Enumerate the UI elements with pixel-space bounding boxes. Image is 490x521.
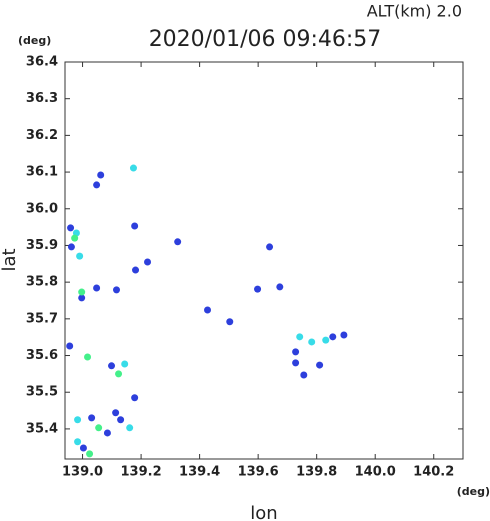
y-tick-label: 36.3 xyxy=(26,91,58,106)
y-tick-label: 36.2 xyxy=(26,128,58,143)
echo-cell xyxy=(144,258,152,266)
echo-cell xyxy=(340,331,348,339)
echo-cell xyxy=(276,283,284,291)
echo-cell xyxy=(93,181,101,189)
y-tick-label: 35.7 xyxy=(26,311,58,326)
echo-cell xyxy=(86,450,94,458)
echo-cell xyxy=(204,306,212,314)
echo-cell xyxy=(76,252,84,260)
echo-cell xyxy=(71,234,79,242)
x-axis-label: lon xyxy=(250,503,277,521)
echo-cell xyxy=(226,318,234,326)
x-tick-label: 140.2 xyxy=(413,465,454,480)
y-tick-label: 35.4 xyxy=(26,421,58,436)
x-tick-label: 139.0 xyxy=(62,465,103,480)
echo-cell xyxy=(292,348,300,356)
echo-cell xyxy=(93,284,101,292)
y-tick-label: 36.0 xyxy=(26,201,58,216)
echo-cell xyxy=(117,416,125,424)
x-tick-label: 140.0 xyxy=(355,465,396,480)
echo-cell xyxy=(131,222,139,230)
echo-cell xyxy=(84,353,92,361)
echo-cell xyxy=(88,414,96,422)
echo-cell xyxy=(300,371,308,379)
y-tick-label: 35.8 xyxy=(26,275,58,290)
echo-cell xyxy=(103,429,111,437)
x-tick-label: 139.2 xyxy=(121,465,162,480)
echo-cell xyxy=(74,438,82,446)
echo-cell xyxy=(113,286,121,294)
x-tick-label: 139.8 xyxy=(296,465,337,480)
echo-cell xyxy=(95,424,103,432)
echo-cell xyxy=(308,338,316,346)
echo-cell xyxy=(329,333,337,341)
echo-cell xyxy=(131,394,139,402)
echo-cell xyxy=(322,336,330,344)
y-tick-label: 35.5 xyxy=(26,385,58,400)
altitude: ALT(km) 2.0 xyxy=(367,2,462,21)
echo-cell xyxy=(108,362,116,370)
echo-cell xyxy=(66,342,74,350)
echo-cell xyxy=(266,243,274,251)
x-tick-label: 139.4 xyxy=(179,465,220,480)
echo-cell xyxy=(115,370,123,378)
echo-cell xyxy=(74,416,82,424)
y-unit: (deg) xyxy=(18,34,51,47)
echo-cell xyxy=(97,171,105,179)
echo-cell xyxy=(132,266,140,274)
echo-cell xyxy=(129,164,137,172)
chart-title: 2020/01/06 09:46:57 xyxy=(149,27,382,52)
echo-cell xyxy=(67,243,75,251)
echo-cell xyxy=(254,285,262,293)
y-axis-label: lat xyxy=(0,248,20,271)
echo-cell xyxy=(126,424,134,432)
y-tick-label: 35.6 xyxy=(26,348,58,363)
echo-cell xyxy=(79,444,87,452)
echo-cell xyxy=(316,361,324,369)
y-tick-label: 35.9 xyxy=(26,238,58,253)
echo-cell xyxy=(78,294,86,302)
plot-frame xyxy=(64,61,464,460)
y-tick-label: 36.1 xyxy=(26,165,58,180)
y-tick-label: 36.4 xyxy=(26,55,58,70)
echo-cell xyxy=(292,359,300,367)
echo-cell xyxy=(67,224,75,232)
echo-cell xyxy=(121,360,129,368)
x-unit: (deg) xyxy=(457,485,490,498)
echo-cell xyxy=(174,238,182,246)
echo-cell xyxy=(112,409,120,417)
x-tick-label: 139.6 xyxy=(238,465,279,480)
echo-cell xyxy=(78,288,86,296)
echo-cell xyxy=(296,333,304,341)
